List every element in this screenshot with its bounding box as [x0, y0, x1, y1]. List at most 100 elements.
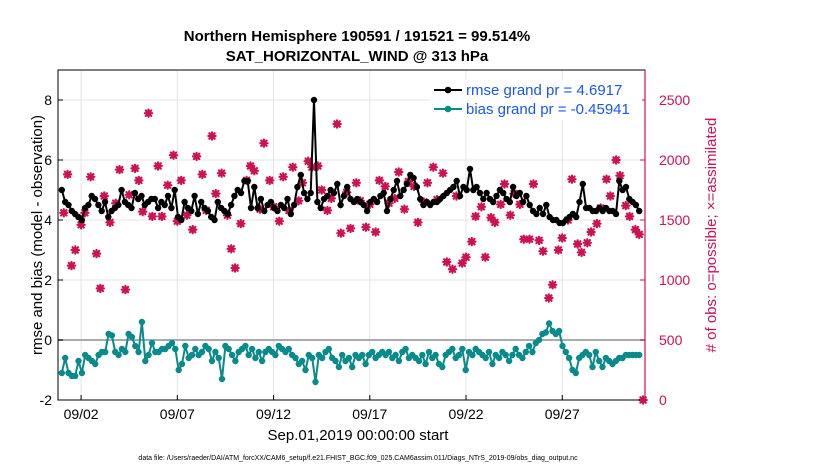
obs-assimilated-marker [259, 138, 269, 148]
obs-assimilated-marker [62, 169, 73, 180]
obs-assimilated-marker [265, 175, 275, 186]
rmse-point [417, 195, 424, 203]
obs-marker-stroke [121, 285, 130, 294]
bias-point [439, 363, 446, 371]
x-axis-label: Sep.01,2019 00:00:00 start [268, 427, 450, 444]
obs-marker-stroke [554, 246, 563, 254]
obs-assimilated-marker [124, 190, 134, 200]
obs-assimilated-marker [505, 210, 515, 220]
rmse-point [463, 186, 470, 194]
obs-assimilated-marker [143, 108, 154, 118]
bias-point [369, 348, 376, 356]
bias-point [529, 348, 536, 356]
rmse-series-markers [58, 96, 643, 227]
rmse-point [500, 189, 507, 197]
bias-point [285, 345, 292, 353]
rmse-point [539, 210, 547, 218]
bias-point [208, 357, 216, 365]
bias-point [258, 357, 266, 365]
bias-point [525, 342, 533, 350]
obs-assimilated-marker [59, 208, 69, 218]
legend-bias-label: bias grand pr = -0.45941 [466, 101, 630, 118]
obs-marker-stroke [231, 264, 239, 272]
rmse-point [519, 198, 527, 206]
bias-point [432, 351, 439, 359]
rmse-point [227, 201, 235, 209]
obs-marker-stroke [500, 180, 509, 188]
obs-assimilated-marker [447, 264, 458, 274]
y-tick-label: 6 [44, 152, 52, 168]
obs-marker-stroke [260, 139, 268, 147]
obs-marker-stroke [631, 225, 640, 234]
obs-assimilated-marker [66, 260, 77, 271]
obs-marker-stroke [606, 192, 615, 200]
obs-assimilated-marker [157, 211, 167, 222]
obs-assimilated-marker [624, 211, 635, 222]
obs-marker-stroke [100, 192, 108, 200]
rmse-point [178, 216, 185, 224]
obs-assimilated-marker [476, 202, 487, 212]
obs-assimilated-marker [557, 233, 567, 243]
rmse-point [632, 201, 640, 209]
obs-assimilated-marker [303, 156, 313, 166]
rmse-point [383, 207, 391, 215]
rmse-point [476, 189, 484, 197]
obs-assimilated-marker [207, 131, 217, 141]
obs-marker-stroke [491, 218, 499, 227]
rmse-point [251, 183, 258, 191]
obs-assimilated-marker [85, 172, 96, 182]
bias-point [255, 348, 262, 356]
rmse-point [115, 201, 122, 209]
rmse-point [254, 204, 261, 212]
bias-point [272, 351, 279, 359]
bias-point [198, 348, 206, 356]
obs-marker-stroke [506, 211, 515, 219]
obs-assimilated-marker [621, 200, 631, 211]
bias-point [102, 348, 109, 356]
obs-marker-stroke [487, 213, 495, 222]
obs-marker-stroke [414, 218, 422, 227]
legend-rmse-marker [444, 86, 452, 94]
obs-marker-stroke [616, 171, 624, 180]
obs-assimilated-marker [470, 211, 481, 222]
obs-marker-stroke [458, 259, 467, 268]
obs-marker-stroke [577, 248, 586, 257]
bias-point [545, 320, 553, 327]
rmse-point [453, 177, 460, 185]
y2-tick-label: 1000 [659, 272, 690, 288]
obs-assimilated-marker [70, 245, 81, 255]
rmse-point [506, 198, 513, 206]
bias-point [586, 351, 593, 359]
rmse-point [314, 198, 321, 206]
obs-assimilated-marker [442, 257, 452, 267]
obs-marker-stroke [144, 109, 153, 117]
obs-marker-stroke [208, 132, 216, 140]
obs-marker-stroke [177, 176, 185, 185]
bias-point [345, 354, 353, 362]
bias-point [188, 351, 196, 359]
obs-marker-stroke [154, 162, 162, 170]
obs-marker-stroke [323, 206, 332, 215]
rmse-point [300, 189, 308, 197]
obs-assimilated-marker [99, 191, 109, 201]
rmse-point [267, 198, 275, 206]
rmse-point [138, 192, 145, 200]
rmse-point [154, 204, 162, 212]
y-axis-label: rmse and bias (model - observation) [29, 115, 46, 355]
obs-marker-stroke [362, 223, 370, 231]
rmse-point [403, 180, 411, 188]
obs-marker-stroke [337, 229, 345, 237]
obs-marker-stroke [86, 173, 95, 181]
obs-assimilated-marker [274, 216, 284, 226]
obs-marker-stroke [525, 235, 534, 243]
rmse-point [105, 213, 112, 221]
bias-point [148, 339, 156, 347]
bias-point [459, 345, 466, 353]
bias-point [559, 342, 566, 350]
obs-marker-stroke [275, 217, 284, 225]
rmse-point [337, 201, 344, 209]
obs-marker-stroke [135, 176, 143, 185]
obs-marker-stroke [394, 168, 403, 176]
rmse-point [247, 204, 255, 212]
bias-point [455, 351, 463, 359]
